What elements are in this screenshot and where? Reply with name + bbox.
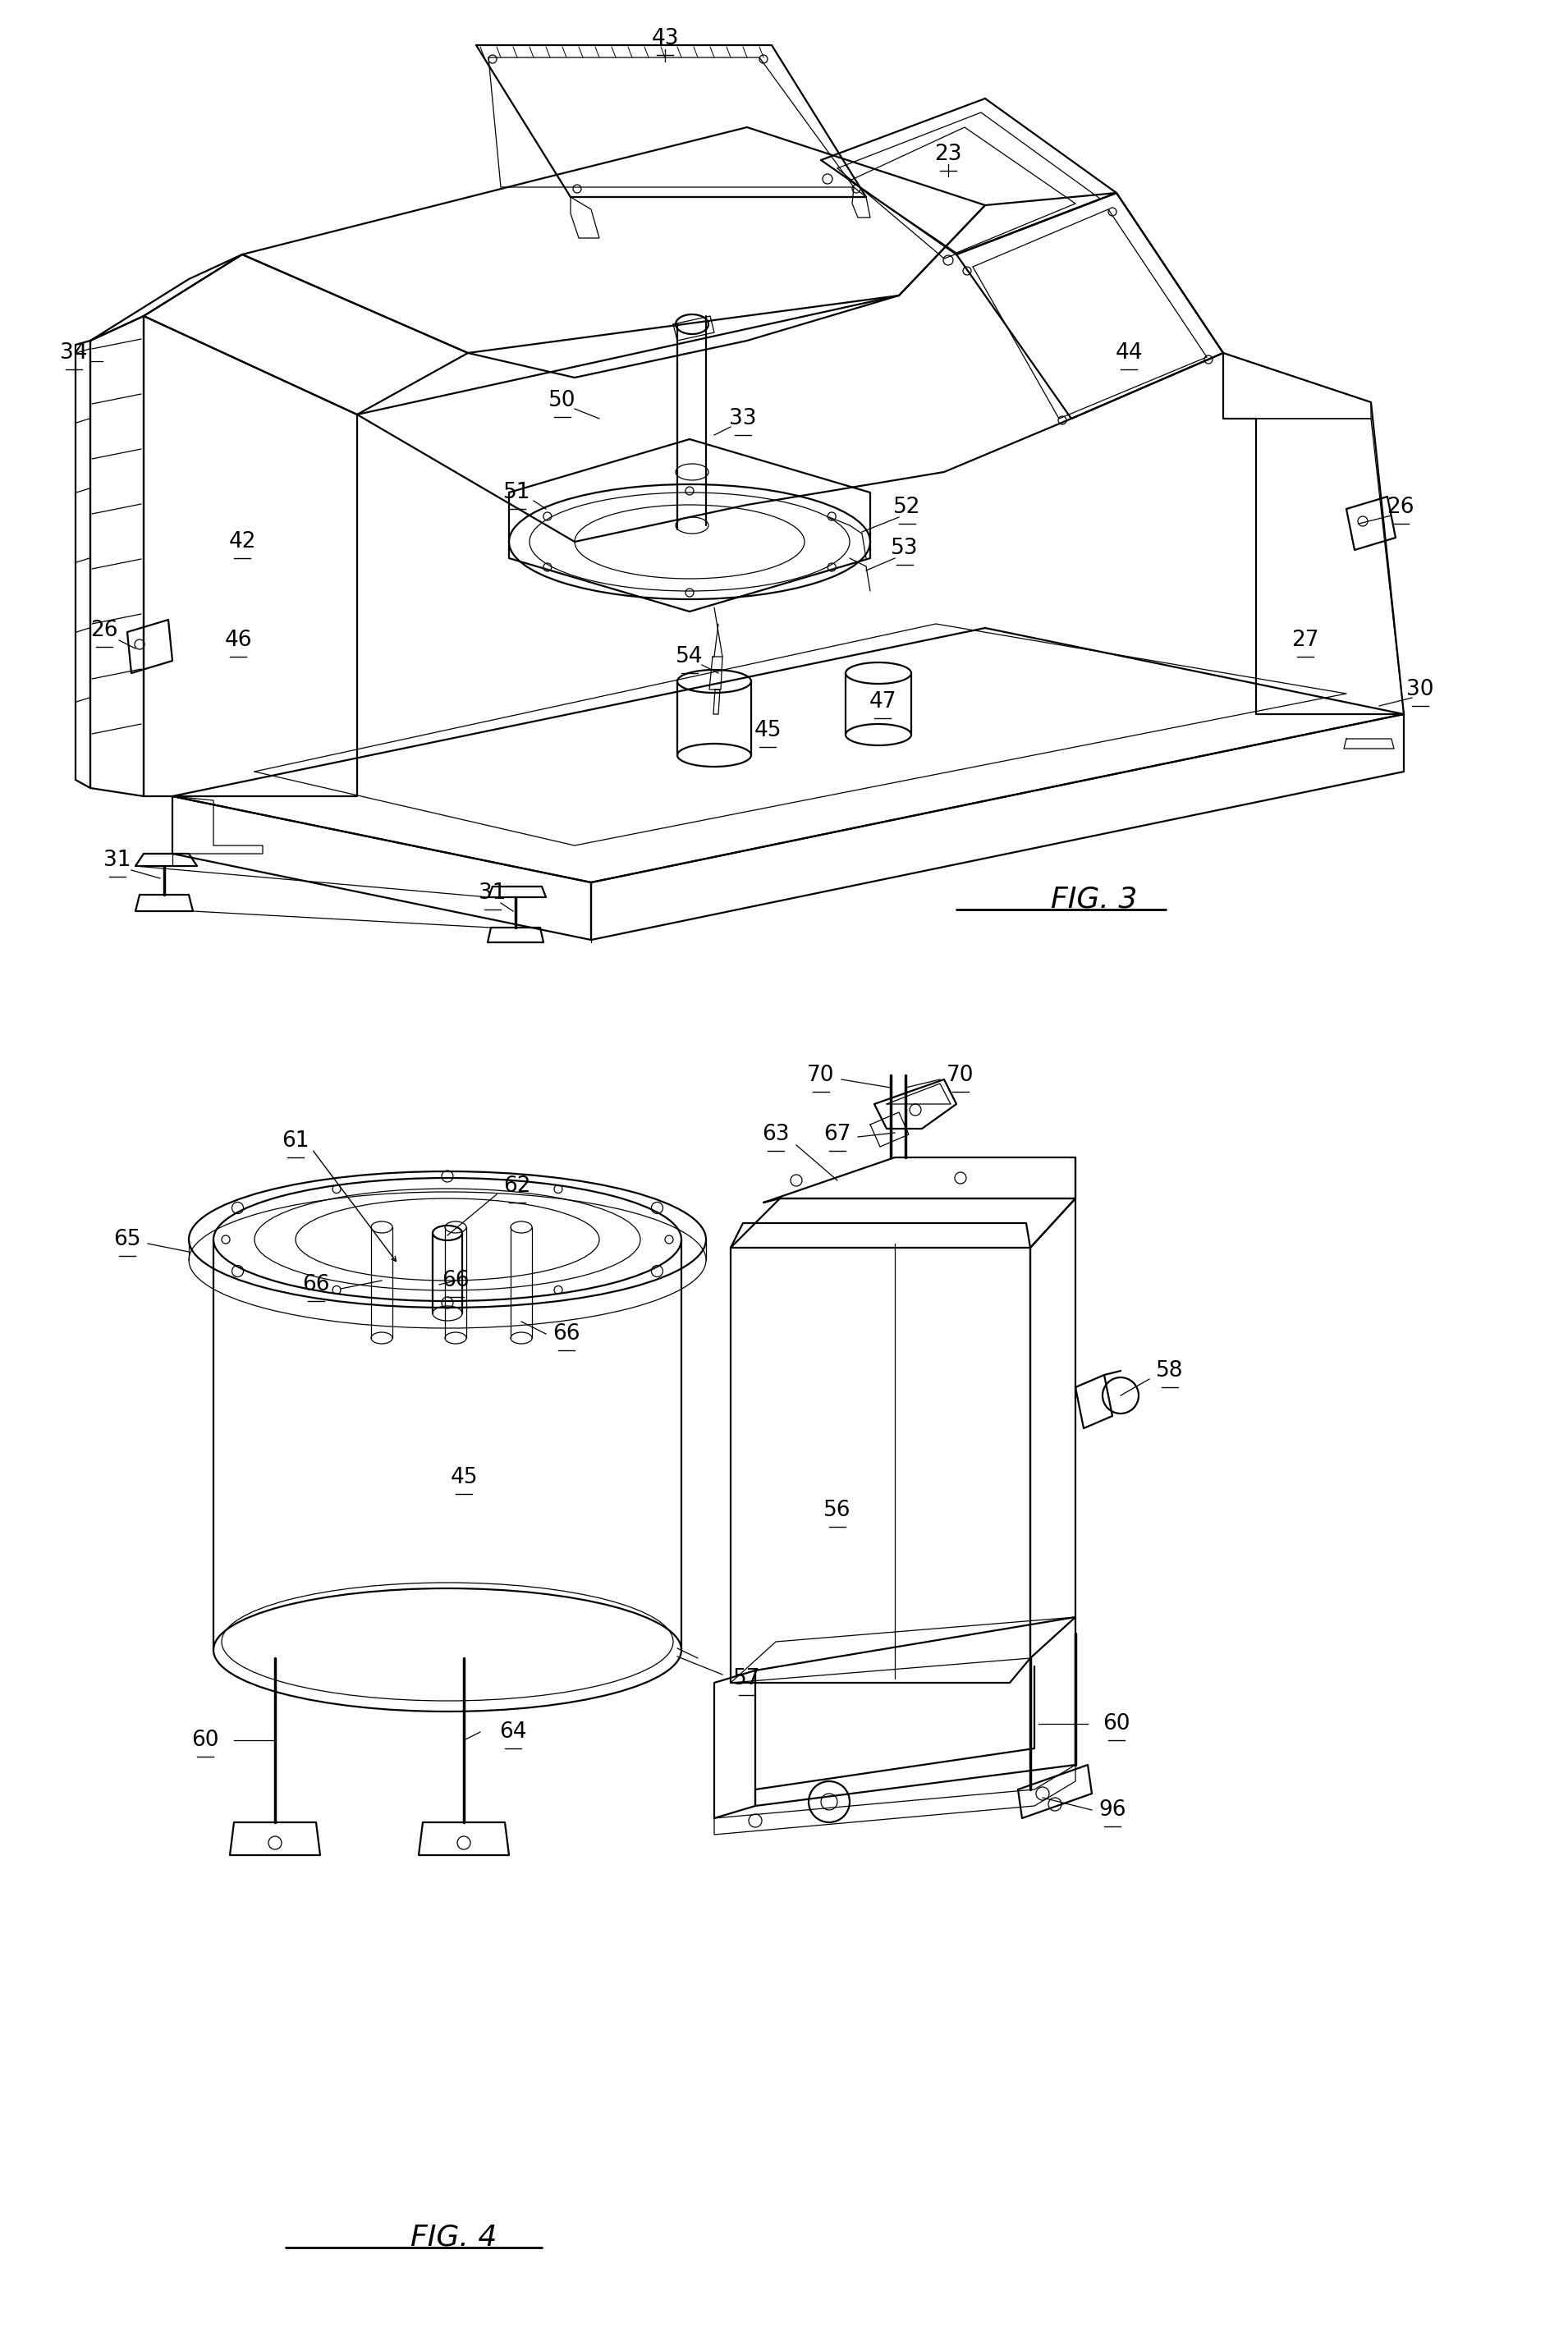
Text: 70: 70	[808, 1066, 834, 1087]
Text: 96: 96	[1099, 1799, 1126, 1821]
Text: 62: 62	[503, 1176, 532, 1197]
Text: 26: 26	[91, 619, 118, 640]
Text: 53: 53	[891, 538, 919, 559]
Text: FIG. 3: FIG. 3	[1051, 886, 1137, 914]
Text: 33: 33	[729, 409, 757, 430]
Text: 47: 47	[869, 692, 897, 713]
Text: 50: 50	[549, 390, 575, 411]
Text: 66: 66	[552, 1323, 580, 1344]
Text: 46: 46	[224, 629, 252, 652]
Text: 70: 70	[947, 1066, 974, 1087]
Text: 31: 31	[478, 883, 506, 904]
Text: 67: 67	[823, 1124, 851, 1145]
Text: 52: 52	[894, 498, 920, 519]
Text: FIG. 4: FIG. 4	[411, 2222, 497, 2251]
Text: 43: 43	[651, 28, 679, 49]
Text: 65: 65	[113, 1229, 141, 1250]
Text: 60: 60	[1102, 1713, 1131, 1734]
Text: 58: 58	[1156, 1360, 1184, 1381]
Text: 66: 66	[442, 1269, 469, 1292]
Text: 63: 63	[762, 1124, 790, 1145]
Text: 45: 45	[754, 720, 781, 741]
Text: 42: 42	[229, 530, 256, 552]
Text: 27: 27	[1292, 629, 1319, 652]
Text: 30: 30	[1406, 678, 1435, 701]
Text: 23: 23	[935, 143, 961, 166]
Text: 61: 61	[282, 1131, 309, 1152]
Text: 66: 66	[303, 1274, 329, 1295]
Text: 56: 56	[823, 1500, 851, 1521]
Text: 60: 60	[191, 1729, 220, 1750]
Text: 44: 44	[1115, 341, 1143, 365]
Text: 45: 45	[450, 1468, 478, 1489]
Text: 31: 31	[103, 851, 132, 872]
Text: 51: 51	[503, 481, 532, 502]
Text: 64: 64	[499, 1722, 527, 1743]
Text: 57: 57	[734, 1669, 760, 1690]
Text: 54: 54	[676, 645, 704, 668]
Text: 26: 26	[1386, 498, 1414, 519]
Text: 34: 34	[60, 341, 88, 365]
